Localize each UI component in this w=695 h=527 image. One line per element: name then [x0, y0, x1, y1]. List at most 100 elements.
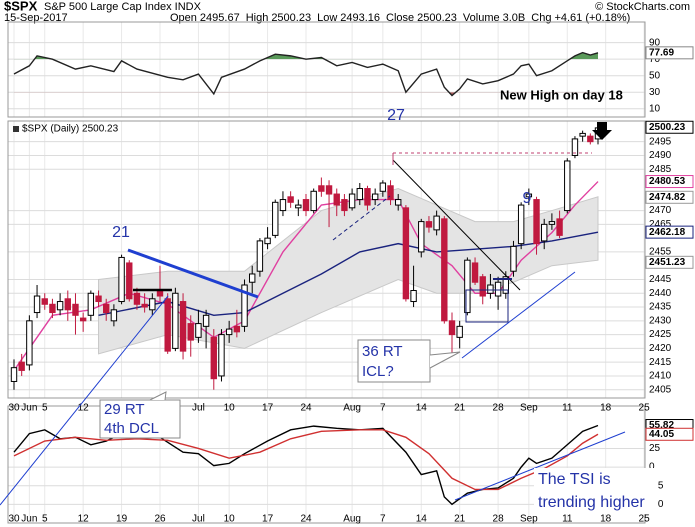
candle-body	[548, 221, 556, 225]
annotation: 27	[387, 107, 405, 124]
callout-pointer	[429, 351, 461, 369]
candle-body	[202, 314, 210, 327]
candle-body	[141, 303, 148, 308]
candle-body	[241, 284, 248, 327]
candle-body	[287, 196, 294, 203]
candle-body	[272, 201, 279, 236]
candle-body	[464, 259, 471, 314]
symbol: $SPX	[4, 0, 38, 13]
candle-body	[510, 245, 517, 272]
data-layer	[10, 51, 602, 506]
x-tick-label: 5	[42, 514, 48, 525]
candle-body	[179, 301, 187, 352]
callout-box	[357, 339, 431, 383]
y-tick-label: 10	[649, 103, 661, 114]
candle-body	[149, 298, 156, 311]
panel-label: $SPX (Daily) 2500.23	[22, 124, 119, 135]
last-value-label: 44.05	[649, 429, 674, 440]
candle-body	[425, 221, 433, 228]
arrow	[592, 122, 612, 140]
last-value-label: 2462.18	[649, 227, 686, 238]
candle-body	[56, 301, 64, 311]
y-tick-label: 2415	[649, 357, 672, 368]
last-value-label: 2500.23	[649, 122, 686, 133]
source: © StockCharts.com	[595, 1, 690, 13]
trendline	[0, 295, 169, 506]
last-value-label: 2451.23	[649, 257, 686, 268]
candle-body	[33, 295, 41, 314]
candle-body	[79, 317, 87, 322]
x-tick-label: 18	[600, 403, 612, 414]
x-tick-label: 17	[262, 514, 274, 525]
x-tick-label: 17	[262, 403, 274, 414]
candle-body	[502, 276, 509, 294]
callout-text: The TSI is	[538, 471, 611, 488]
x-tick-label: 21	[454, 403, 466, 414]
x-tick-label: 12	[78, 403, 90, 414]
x-tick-label: 24	[300, 514, 312, 525]
candle-body	[333, 193, 340, 206]
candle-body	[325, 185, 333, 195]
y-tick-label: 2410	[649, 371, 672, 382]
labels-layer: 103050709077.692405241024152420242524302…	[8, 37, 694, 525]
line	[13, 424, 599, 506]
panel-frame	[7, 21, 646, 118]
candle-body	[517, 204, 525, 245]
callout-text: trending higher	[538, 494, 645, 511]
y-tick-label: 30	[649, 87, 661, 98]
candle-body	[318, 185, 325, 192]
y-tick-label: 2465	[649, 219, 672, 230]
x-tick-label: 28	[493, 514, 505, 525]
y-tick-label: 2455	[649, 247, 672, 258]
candle-body	[249, 273, 256, 283]
trendline	[127, 248, 259, 299]
x-tick-label: 28	[493, 403, 505, 414]
x-tick-label: Jul	[192, 514, 205, 525]
candle-body	[356, 188, 363, 201]
candle-body	[187, 323, 194, 341]
x-tick-label: Aug	[343, 514, 361, 525]
candle-body	[10, 367, 18, 382]
candle-body	[279, 199, 287, 212]
candle-body	[541, 223, 548, 242]
candle-body	[310, 190, 317, 212]
last-value-box	[645, 255, 694, 269]
quote-label: Open	[170, 12, 197, 24]
last-value-label: 77.69	[649, 47, 674, 58]
candle-body	[26, 320, 33, 366]
x-tick-label: 26	[154, 514, 166, 525]
candle-body	[233, 325, 241, 333]
last-value-box	[645, 190, 694, 204]
x-tick-label: 12	[78, 514, 90, 525]
candle-body	[195, 323, 202, 338]
y-tick-label: 2490	[649, 150, 672, 161]
candle-body	[479, 276, 486, 297]
x-tick-label: 11	[562, 403, 573, 414]
date: 15-Sep-2017	[4, 12, 68, 24]
x-tick-label: 10	[224, 403, 236, 414]
candle-body	[210, 336, 217, 380]
callout-pointer	[149, 391, 167, 401]
quote-value: +4.61 (+0.18%)	[554, 12, 630, 24]
candle-body	[494, 281, 502, 297]
quote-label: High	[246, 12, 269, 24]
candle-body	[533, 199, 540, 245]
last-value-label: 2480.53	[649, 176, 686, 187]
line	[13, 429, 599, 491]
candle-body	[410, 290, 417, 303]
callout-text: 29 RT	[104, 401, 145, 418]
panel-frame	[7, 405, 646, 524]
trendline	[332, 195, 391, 241]
y-tick-label: 2440	[649, 288, 672, 299]
y-tick-label: 2445	[649, 274, 672, 285]
candle-body	[218, 334, 225, 377]
last-value-box	[645, 225, 694, 239]
index-name: S&P 500 Large Cap Index INDX	[44, 1, 202, 13]
x-tick-label: 7	[380, 403, 386, 414]
candle-body	[156, 290, 164, 297]
annotation: New High on day 18	[500, 87, 623, 102]
y-tick-label: 0	[649, 462, 655, 473]
candle-body	[164, 298, 171, 352]
candle-body	[571, 138, 579, 156]
